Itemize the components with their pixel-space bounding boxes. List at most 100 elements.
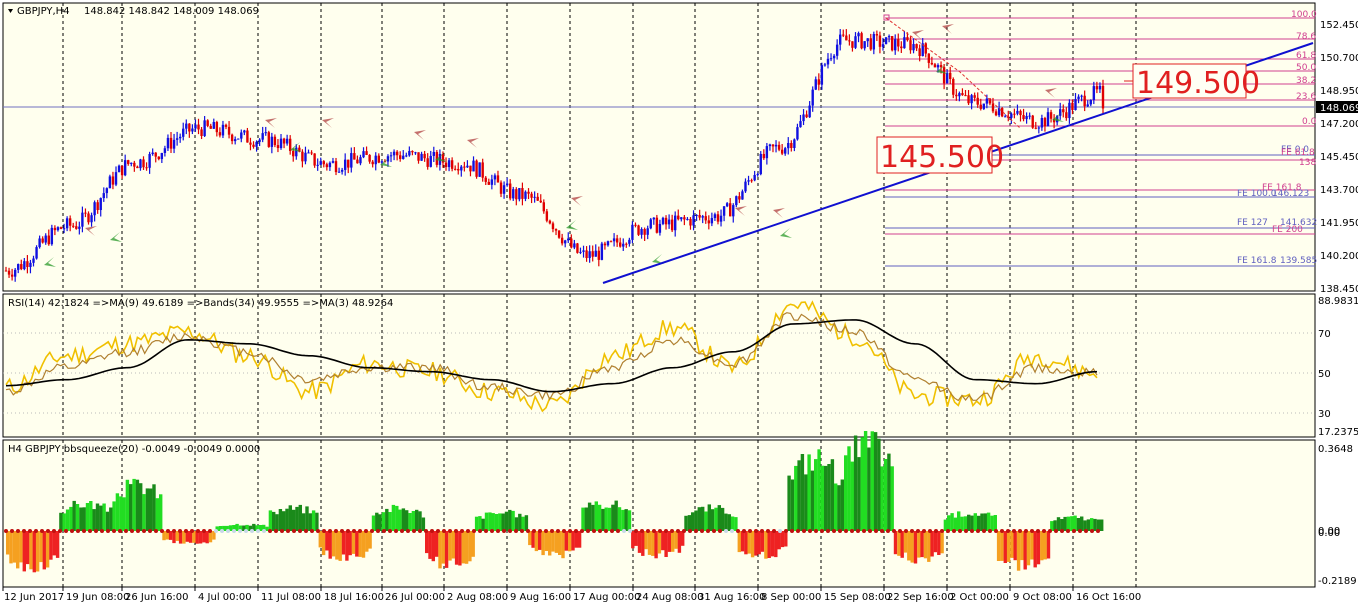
candle	[93, 200, 96, 222]
callout-145500[interactable]: 145.500	[876, 136, 1004, 175]
candle	[78, 221, 81, 235]
squeeze-bar	[963, 516, 968, 531]
candle-body	[182, 128, 185, 137]
squeeze-bar	[388, 512, 392, 531]
candle	[674, 211, 677, 237]
candle-body	[835, 44, 839, 56]
candle	[62, 223, 66, 234]
candle-body	[710, 218, 714, 224]
candle-body	[652, 217, 656, 220]
squeeze-dot	[4, 529, 8, 533]
squeeze-dot	[742, 529, 746, 533]
candle	[185, 119, 188, 135]
squeeze-bar	[691, 512, 695, 531]
candle	[502, 181, 506, 199]
candle	[545, 208, 549, 223]
squeeze-bar	[1046, 531, 1051, 559]
squeeze-dot	[70, 529, 74, 533]
candle	[881, 37, 885, 51]
candle-body	[936, 65, 940, 68]
squeeze-dot	[82, 529, 86, 533]
candle	[398, 151, 402, 162]
fe-label: FE 100.0	[1237, 189, 1277, 199]
squeeze-dot	[1012, 529, 1016, 533]
candle-body	[640, 229, 643, 235]
squeeze-bar	[538, 531, 542, 550]
candle-body	[32, 258, 35, 263]
candle	[1004, 114, 1007, 118]
candle-body	[10, 274, 14, 277]
squeeze-bar	[292, 509, 296, 531]
candle-body	[625, 243, 628, 245]
candle	[829, 53, 833, 62]
candle	[884, 37, 888, 45]
candle-body	[576, 243, 579, 253]
fib-anchor-marker[interactable]	[883, 14, 890, 21]
callout-149500[interactable]: 149.500	[1124, 63, 1260, 101]
squeeze-bar	[438, 531, 442, 569]
squeeze-bar	[943, 519, 948, 531]
squeeze-dot	[466, 529, 470, 533]
candle	[447, 157, 451, 172]
candle	[499, 180, 503, 198]
squeeze-histogram[interactable]	[4, 431, 1104, 573]
squeeze-bar	[830, 459, 835, 531]
squeeze-bar	[810, 470, 815, 531]
candle	[258, 138, 261, 146]
squeeze-bar	[514, 517, 519, 531]
squeeze-bar	[867, 447, 871, 531]
candle	[246, 127, 249, 143]
squeeze-bar	[385, 508, 389, 531]
candle-body	[606, 241, 610, 246]
candle	[805, 110, 808, 119]
candlestick-series[interactable]	[4, 24, 1105, 282]
candle-body	[768, 144, 772, 147]
squeeze-bar	[298, 504, 302, 531]
candle-body	[157, 156, 160, 160]
candle-body	[878, 35, 882, 47]
squeeze-bar	[318, 531, 322, 548]
candle	[573, 239, 576, 250]
squeeze-bar	[202, 531, 206, 543]
time-label: 2 Aug 08:00	[447, 592, 508, 603]
squeeze-bar	[930, 531, 934, 557]
candle-body	[777, 144, 781, 150]
squeeze-bar	[235, 523, 239, 531]
squeeze-bar	[558, 531, 562, 555]
rsi-series[interactable]	[5, 300, 1098, 413]
candle-body	[151, 152, 154, 155]
candle	[658, 219, 662, 236]
squeeze-bar	[431, 531, 435, 562]
rsi-panel[interactable]	[2, 293, 1316, 438]
candle-body	[805, 114, 808, 118]
candle-body	[453, 168, 457, 170]
candle-body	[942, 67, 946, 84]
candle-body	[851, 41, 854, 48]
squeeze-bar	[644, 531, 648, 550]
squeeze-bar	[1086, 519, 1091, 531]
candle-body	[191, 128, 194, 132]
squeeze-bar	[568, 531, 572, 552]
candle	[768, 143, 772, 151]
squeeze-bar	[770, 531, 775, 557]
fractal-up-arrow-icon	[290, 142, 302, 152]
candle	[582, 245, 585, 258]
candle	[102, 187, 105, 202]
candle-body	[423, 153, 426, 159]
squeeze-dot	[916, 529, 920, 533]
squeeze-bar	[105, 511, 110, 531]
squeeze-bar	[933, 531, 938, 553]
squeeze-bar	[664, 531, 668, 557]
candle-body	[646, 228, 649, 235]
candle	[933, 62, 937, 68]
candle	[771, 144, 775, 153]
candle	[1046, 107, 1050, 127]
squeeze-bar	[378, 514, 382, 531]
candle-body	[487, 181, 491, 185]
candle	[1034, 121, 1037, 130]
candle-body	[398, 155, 402, 159]
candle	[634, 222, 637, 228]
squeeze-panel[interactable]	[2, 439, 1316, 588]
price-panel[interactable]	[2, 2, 1316, 292]
